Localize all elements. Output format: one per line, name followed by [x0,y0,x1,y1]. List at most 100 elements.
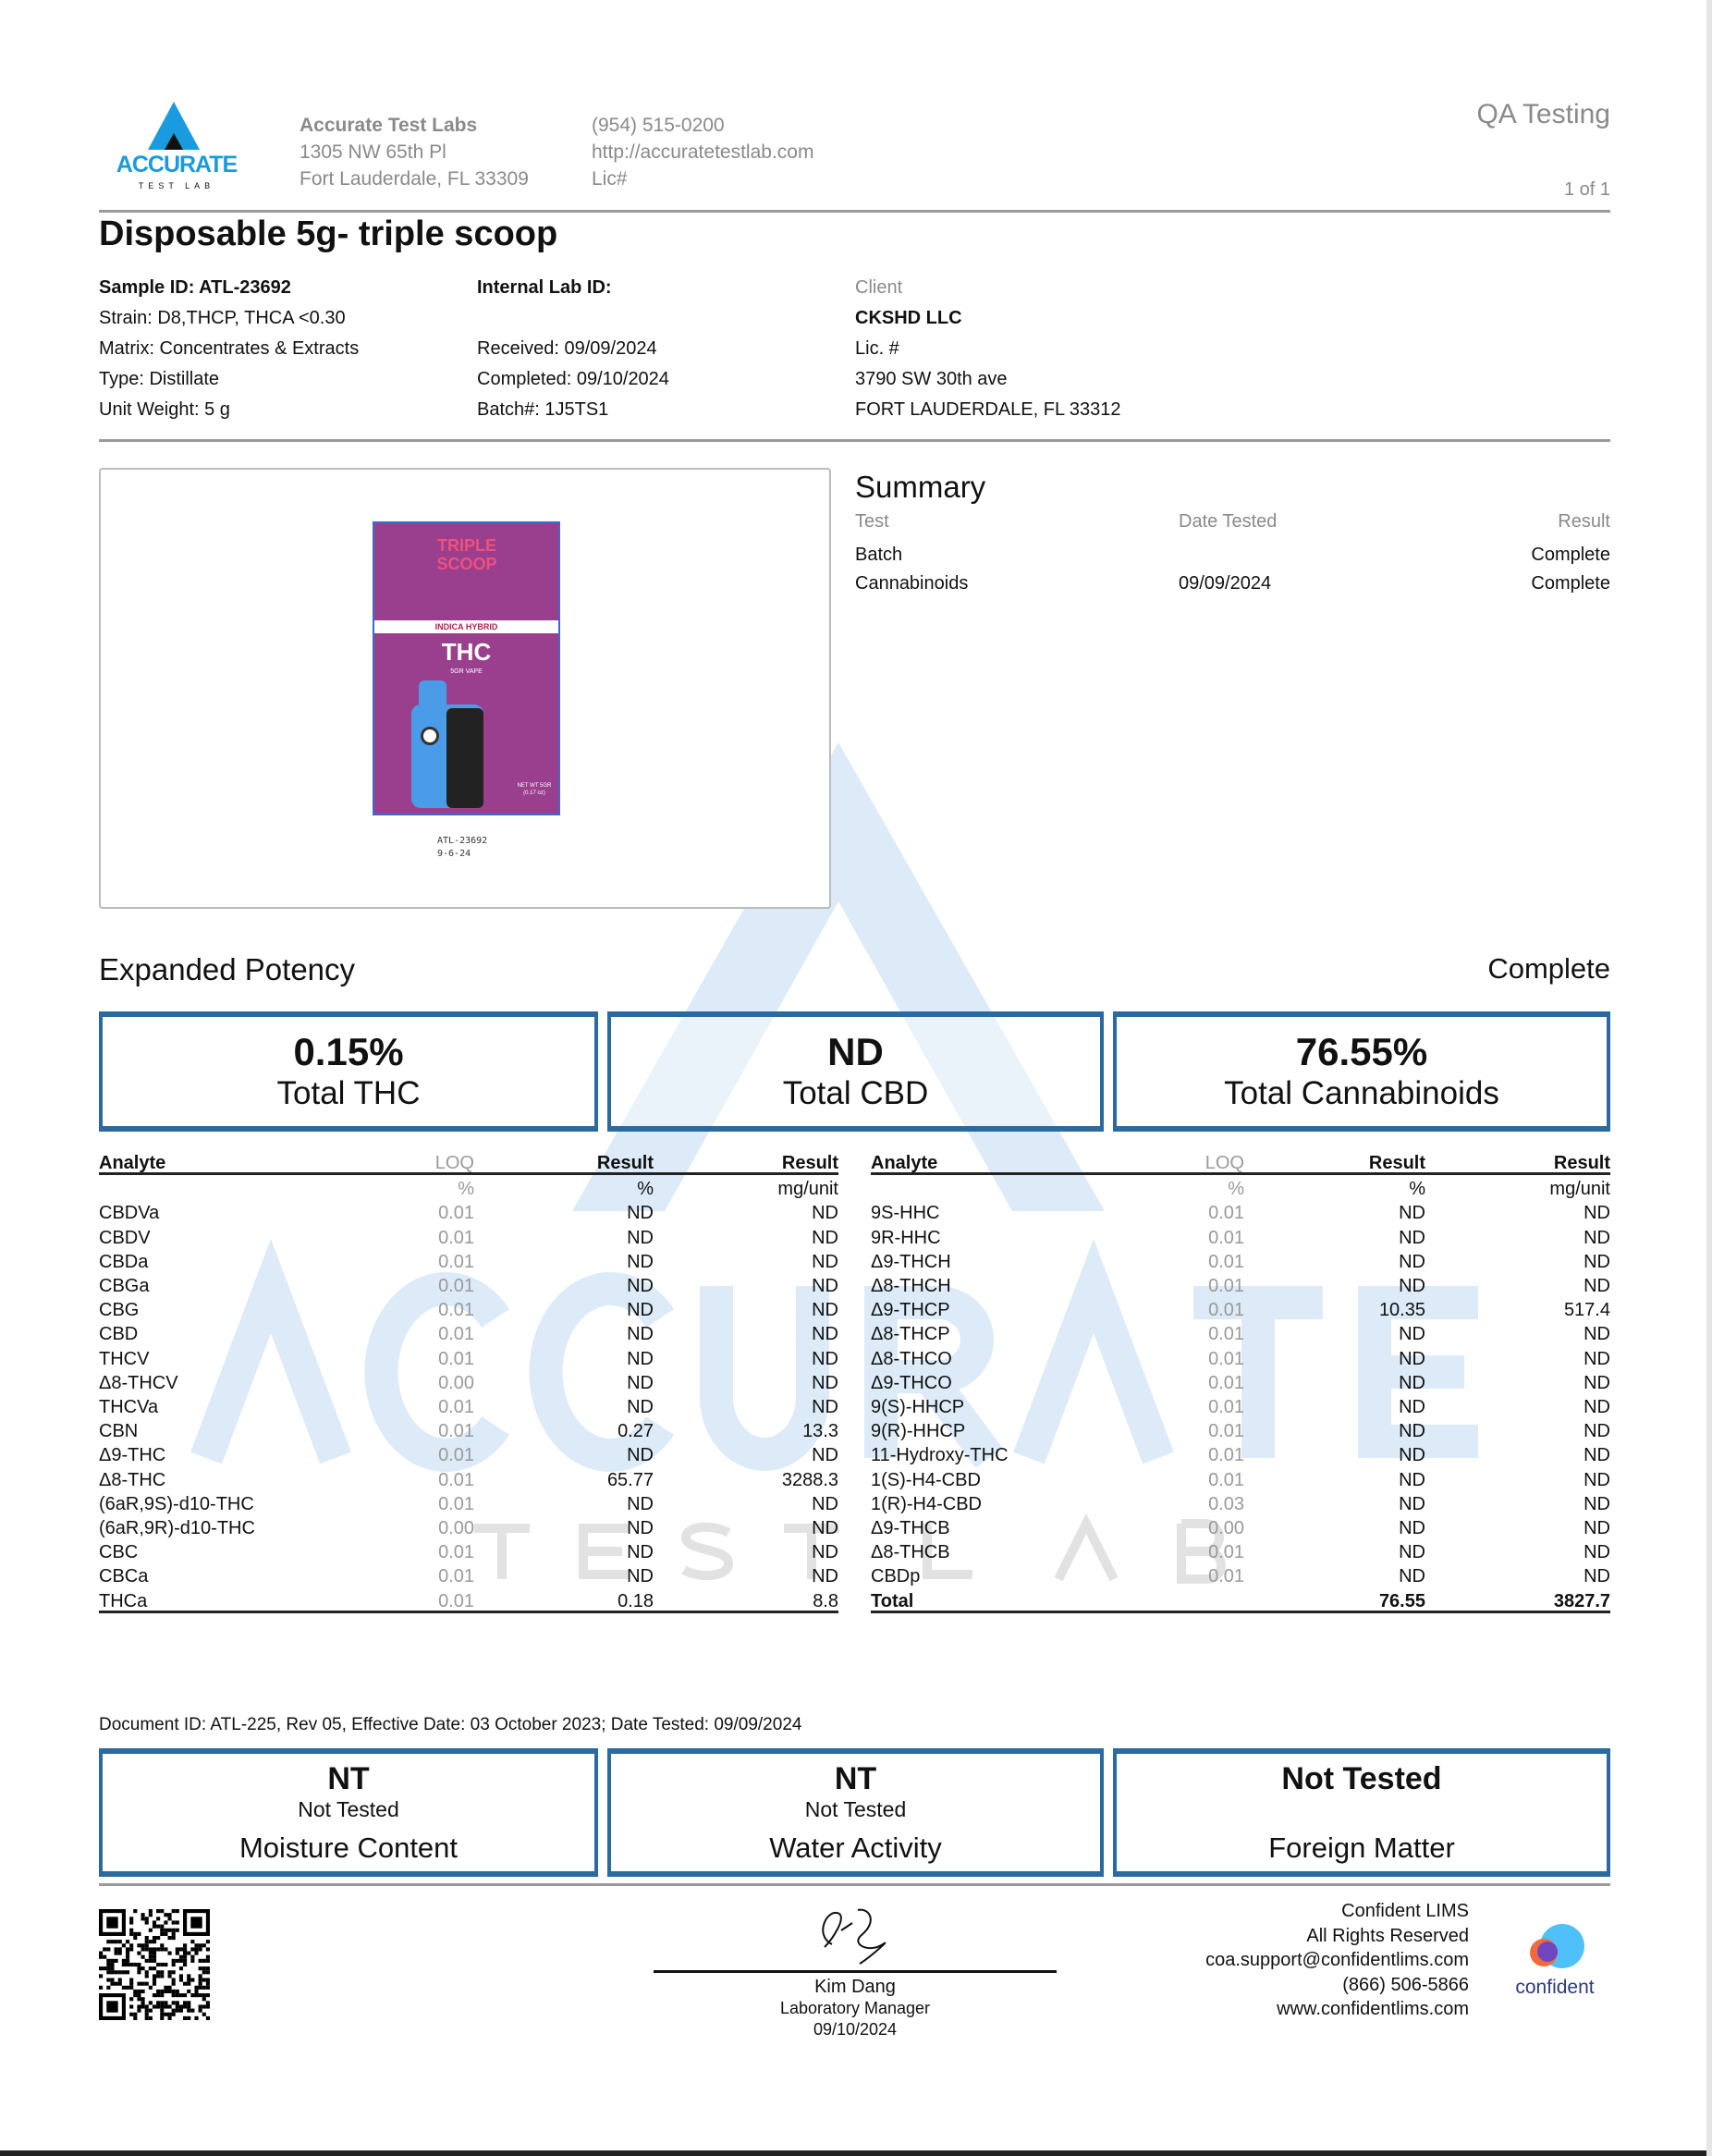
analyte-table-left: Analyte LOQ Result Result%% mg/unit CBDVa 0.01… [99,1151,838,1613]
result-percent: ND [1399,1276,1425,1296]
analyte-name: 11-Hydroxy-THC [871,1445,1009,1466]
card-value: ND [827,1030,884,1073]
loq-value: 0.01 [1208,1276,1244,1296]
product-strip: INDICA HYBRID [374,620,558,633]
analyte-name: CBC [99,1542,139,1563]
footer-rights: All Rights Reserved [1306,1925,1469,1946]
loq-value: % [458,1179,474,1200]
table-row: THCa 0.01 0.18 8.8 [99,1589,838,1613]
table-row: Δ8-THCB 0.01 ND ND [871,1540,1610,1564]
analyte-name: Total [871,1590,914,1611]
result-percent: ND [1399,1348,1425,1369]
table-row: 11-Hydroxy-THC 0.01 ND ND [871,1443,1610,1467]
sample-matrix: Matrix: Concentrates & Extracts [99,338,360,359]
table-header-row: Analyte LOQ Result Result [871,1151,1610,1175]
logo-triangle-icon [148,102,200,150]
summary-row-result: Complete [1531,545,1610,565]
result-percent: % [637,1179,654,1200]
product-photo-frame: TRIPLE SCOOP INDICA HYBRID THC 5GR VAPE … [99,468,831,909]
result-mg: ND [812,1566,838,1587]
lab-website[interactable]: http://accuratetestlab.com [592,141,814,163]
card-label: Total Cannabinoids [1224,1075,1499,1111]
document-id: Document ID: ATL-225, Rev 05, Effective … [99,1715,802,1734]
result-percent: ND [1399,1445,1425,1466]
summary-header-result: Result [1558,511,1610,532]
result-mg: ND [1584,1227,1610,1248]
table-row: Δ9-THCP 0.01 10.35 517.4 [871,1298,1610,1322]
footer-website[interactable]: www.confidentlims.com [1277,1999,1469,2019]
result-percent: ND [1399,1542,1425,1563]
lab-address-line2: Fort Lauderdale, FL 33309 [300,168,529,190]
loq-value: 0.01 [438,1566,474,1587]
foreign-matter-card: Not Tested Foreign Matter [1113,1748,1610,1877]
photo-caption-date: 9-6-24 [437,849,471,859]
sample-unit-weight: Unit Weight: 5 g [99,399,230,420]
product-thc-text: THC [441,638,492,666]
result-mg: ND [1584,1421,1610,1442]
result-percent: ND [627,1518,654,1538]
logo-subtext: TEST LAB [138,181,215,190]
result-percent: 0.27 [618,1421,654,1442]
analyte-name: CBD [99,1324,139,1345]
result-mg: mg/unit [777,1179,838,1200]
result-mg: ND [1584,1203,1610,1224]
table-row: CBDa 0.01 ND ND [99,1250,838,1274]
analyte-name: Δ9-THCP [871,1300,950,1321]
analyte-name: Δ9-THCH [871,1251,951,1272]
analyte-name: (6aR,9S)-d10-THC [99,1493,254,1514]
table-row: 1(R)-H4-CBD 0.03 ND ND [871,1492,1610,1516]
loq-value: 0.01 [438,1300,474,1321]
qr-code-icon[interactable] [99,1909,210,2020]
result-mg: 3288.3 [781,1469,838,1490]
result-mg: 8.8 [813,1590,838,1611]
result-percent: ND [1399,1566,1425,1587]
table-row: Δ9-THCH 0.01 ND ND [871,1250,1610,1274]
result-mg: ND [812,1397,838,1417]
analyte-name: Δ9-THCO [871,1372,952,1393]
analyte-name: 9S-HHC [871,1203,940,1224]
table-row: Δ8-THC 0.01 65.77 3288.3 [99,1468,838,1492]
table-units-row: %% mg/unit [99,1177,838,1201]
analyte-name: 1(S)-H4-CBD [871,1469,981,1490]
page-right-edge [1706,0,1712,2156]
result-percent: ND [1399,1251,1425,1272]
table-row: 9R-HHC 0.01 ND ND [871,1226,1610,1250]
result-mg: ND [1584,1493,1610,1514]
result-percent: ND [627,1203,654,1224]
table-row: Δ9-THCO 0.01 ND ND [871,1371,1610,1395]
result-mg: ND [1584,1469,1610,1490]
sample-type: Type: Distillate [99,369,220,389]
result-percent: Result [1368,1153,1425,1173]
summary-row-test: Cannabinoids [855,573,969,594]
lab-name: Accurate Test Labs [300,115,478,136]
card-value: NT [834,1761,877,1796]
result-mg: Result [1553,1153,1610,1173]
result-percent: ND [1399,1372,1425,1393]
lab-license: Lic# [592,168,628,190]
loq-value: 0.01 [438,1445,474,1466]
result-mg: ND [812,1518,838,1538]
table-row: (6aR,9R)-d10-THC 0.00 ND ND [99,1516,838,1540]
total-thc-card: 0.15% Total THC [99,1011,598,1132]
table-header-row: Analyte LOQ Result Result [99,1151,838,1175]
footer-email[interactable]: coa.support@confidentlims.com [1205,1950,1469,1970]
result-mg: ND [812,1300,838,1321]
header-divider [99,210,1610,213]
result-mg: ND [812,1372,838,1393]
result-mg: mg/unit [1549,1179,1610,1200]
signer-name: Kim Dang [814,1977,896,1997]
received-date: Received: 09/09/2024 [477,338,657,359]
result-percent: 65.77 [606,1469,654,1490]
internal-lab-id: Internal Lab ID: [477,277,612,298]
completed-date: Completed: 09/10/2024 [477,369,669,389]
loq-value: 0.03 [1208,1493,1244,1514]
analyte-name: Δ8-THCO [871,1348,952,1369]
result-mg: ND [812,1445,838,1466]
analyte-name: 9(S)-HHCP [871,1397,965,1417]
loq-value: 0.00 [438,1518,474,1538]
analyte-name: CBCa [99,1566,149,1587]
result-percent: ND [1399,1469,1425,1490]
client-address-line2: FORT LAUDERDALE, FL 33312 [855,399,1121,420]
result-percent: ND [627,1300,654,1321]
loq-value: 0.01 [438,1397,474,1417]
